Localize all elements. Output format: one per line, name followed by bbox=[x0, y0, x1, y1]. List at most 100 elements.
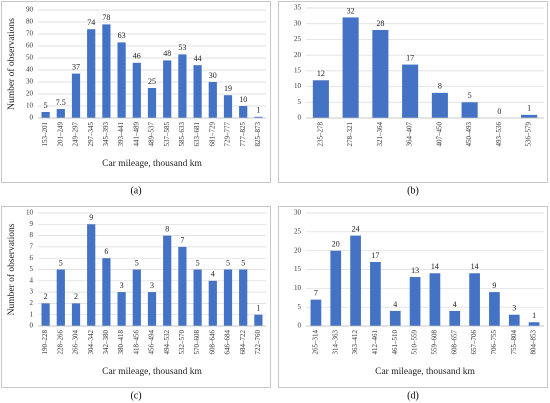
value-label: 30 bbox=[209, 71, 217, 80]
value-label: 25 bbox=[148, 77, 156, 86]
bar bbox=[56, 269, 65, 326]
y-tick-label: 10 bbox=[294, 82, 302, 90]
y-axis-label: Number of observations bbox=[6, 223, 17, 315]
y-tick-label: 10 bbox=[26, 102, 34, 110]
bar bbox=[528, 322, 540, 326]
x-tick-label: 489–537 bbox=[148, 122, 156, 147]
panel-caption: (c) bbox=[130, 390, 141, 401]
bar bbox=[56, 109, 65, 118]
x-tick-label: 249–297 bbox=[72, 122, 80, 147]
x-tick-label: 608–646 bbox=[208, 330, 216, 355]
x-tick-label: 585–633 bbox=[178, 122, 186, 147]
y-axis-label: Number of observations bbox=[6, 18, 17, 110]
value-label: 1 bbox=[532, 311, 536, 320]
x-tick-label: 407–450 bbox=[435, 122, 443, 147]
value-label: 14 bbox=[471, 262, 479, 271]
value-label: 5 bbox=[44, 101, 48, 110]
x-tick-label: 345–393 bbox=[102, 122, 110, 147]
bar bbox=[193, 269, 202, 326]
bar bbox=[71, 303, 81, 326]
x-axis-label: Car mileage, thousand km bbox=[102, 367, 202, 377]
x-tick-label: 418–456 bbox=[132, 330, 140, 355]
y-tick-label: 30 bbox=[26, 78, 34, 86]
value-label: 4 bbox=[453, 300, 457, 309]
x-tick-label: 755–804 bbox=[510, 330, 518, 355]
y-tick-label: 0 bbox=[298, 114, 302, 122]
x-axis-label: Car mileage, thousand km bbox=[375, 367, 475, 377]
x-tick-label: 153–201 bbox=[41, 122, 49, 147]
value-label: 6 bbox=[104, 247, 108, 256]
y-tick-label: 90 bbox=[26, 6, 34, 14]
y-tick-label: 20 bbox=[294, 246, 302, 254]
x-tick-label: 314–363 bbox=[331, 330, 339, 355]
y-tick-label: 5 bbox=[30, 265, 34, 273]
bar bbox=[342, 17, 359, 118]
value-label: 12 bbox=[317, 69, 325, 78]
bar bbox=[239, 269, 248, 326]
x-tick-label: 510–559 bbox=[411, 330, 419, 355]
x-tick-label: 536–579 bbox=[525, 122, 533, 147]
value-label: 44 bbox=[194, 54, 202, 63]
x-tick-label: 722–760 bbox=[254, 330, 262, 355]
value-label: 3 bbox=[120, 281, 124, 290]
value-label: 48 bbox=[163, 49, 171, 58]
value-label: 7 bbox=[314, 288, 318, 297]
bar bbox=[508, 314, 520, 326]
x-tick-label: 364–407 bbox=[406, 122, 414, 147]
bar bbox=[102, 258, 111, 326]
panel-caption: (b) bbox=[407, 185, 419, 196]
y-tick-label: 2 bbox=[30, 299, 34, 307]
x-tick-label: 342–380 bbox=[102, 330, 110, 355]
x-tick-label: 456–494 bbox=[148, 330, 156, 355]
bar bbox=[330, 250, 342, 326]
bar bbox=[312, 80, 329, 118]
bar bbox=[178, 54, 187, 118]
bar bbox=[469, 273, 480, 326]
x-tick-label: 380–418 bbox=[117, 330, 125, 355]
value-label: 1 bbox=[256, 304, 260, 313]
x-tick-label: 777–825 bbox=[239, 122, 247, 147]
y-tick-label: 50 bbox=[26, 54, 34, 62]
y-tick-label: 4 bbox=[30, 276, 34, 284]
x-tick-label: 228–266 bbox=[56, 330, 64, 355]
bar bbox=[461, 102, 478, 118]
bar bbox=[87, 29, 96, 119]
x-tick-label: 494–532 bbox=[163, 330, 171, 355]
value-label: 2 bbox=[74, 292, 78, 301]
x-tick-label: 825–873 bbox=[254, 122, 262, 147]
value-label: 0 bbox=[497, 107, 501, 116]
x-tick-label: 278–321 bbox=[346, 122, 354, 147]
bar bbox=[163, 60, 172, 118]
value-label: 7 bbox=[180, 236, 184, 245]
bar bbox=[254, 314, 263, 326]
x-tick-label: 461–510 bbox=[391, 330, 399, 355]
value-label: 17 bbox=[371, 251, 379, 260]
bar bbox=[489, 292, 500, 326]
bar bbox=[132, 269, 141, 326]
y-tick-label: 3 bbox=[30, 288, 34, 296]
x-tick-label: 681–729 bbox=[208, 122, 216, 147]
value-label: 46 bbox=[133, 52, 141, 61]
value-label: 5 bbox=[468, 91, 472, 100]
value-label: 74 bbox=[87, 18, 95, 27]
x-tick-label: 441–489 bbox=[132, 122, 140, 147]
value-label: 14 bbox=[431, 262, 439, 271]
value-label: 9 bbox=[89, 213, 93, 222]
value-label: 1 bbox=[527, 104, 531, 113]
bar bbox=[208, 280, 217, 326]
y-tick-label: 5 bbox=[298, 303, 302, 311]
bar bbox=[193, 65, 202, 118]
y-tick-label: 6 bbox=[30, 254, 34, 262]
panel-frame bbox=[1, 206, 271, 388]
x-tick-label: 608–657 bbox=[450, 330, 458, 355]
x-tick-label: 532–570 bbox=[178, 330, 186, 355]
x-tick-label: 657–706 bbox=[470, 330, 478, 355]
value-label: 20 bbox=[332, 239, 340, 248]
bar bbox=[147, 292, 157, 326]
y-tick-label: 5 bbox=[298, 98, 302, 106]
bar bbox=[87, 224, 96, 326]
x-tick-label: 633–681 bbox=[193, 122, 201, 147]
y-tick-label: 40 bbox=[26, 66, 34, 74]
value-label: 53 bbox=[178, 43, 186, 52]
